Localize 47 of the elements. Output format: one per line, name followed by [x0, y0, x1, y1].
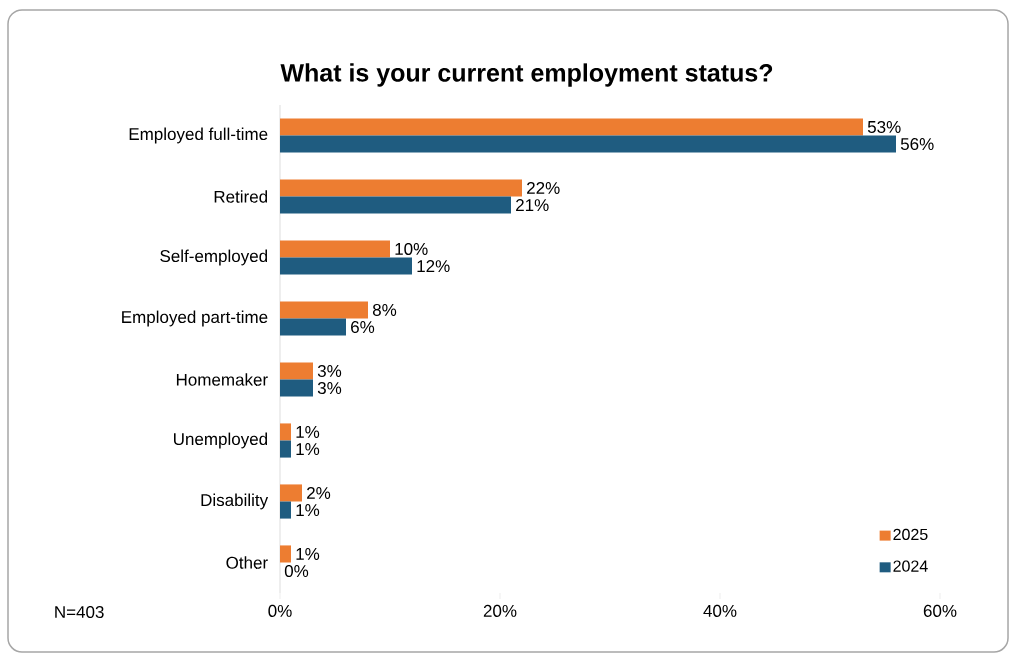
data-label: 53%	[867, 120, 901, 133]
data-label: 6%	[351, 321, 375, 334]
data-label: 2%	[307, 486, 331, 499]
bar	[280, 301, 368, 319]
data-label: 3%	[317, 364, 342, 377]
bar	[280, 484, 302, 502]
bar	[280, 423, 291, 441]
chart-title: What is your current employment status?	[280, 63, 773, 87]
data-label: 21%	[516, 199, 549, 212]
data-label: 1%	[296, 504, 320, 516]
y-tick-label: Homemaker	[176, 373, 268, 386]
text: N=403	[55, 605, 104, 619]
x-tick-label: 60%	[923, 604, 957, 617]
data-label: 1%	[296, 443, 320, 455]
bar	[280, 179, 522, 197]
data-label: 56%	[900, 138, 934, 151]
bar	[280, 240, 390, 258]
bar	[280, 362, 313, 380]
bar	[280, 196, 511, 214]
bar	[280, 501, 291, 519]
legend-label: 2025	[893, 528, 928, 541]
y-tick-label: Other	[226, 556, 268, 569]
bar	[280, 118, 863, 136]
y-tick-label: Self-employed	[160, 249, 268, 266]
data-label: 8%	[372, 303, 397, 316]
data-label: 0%	[284, 565, 309, 578]
x-tick-label: 20%	[483, 604, 517, 617]
data-label: 22%	[527, 181, 560, 194]
y-tick-label: Unemployed	[174, 432, 268, 449]
data-label: 1%	[296, 548, 320, 560]
data-label: 3%	[317, 382, 342, 395]
data-label: 1%	[296, 426, 320, 438]
bar	[280, 379, 313, 397]
bar	[280, 318, 346, 336]
data-label: 10%	[395, 242, 428, 255]
data-label: 12%	[417, 260, 450, 273]
x-tick-label: 40%	[703, 604, 737, 617]
legend-label: 2024	[893, 560, 928, 572]
bar	[280, 257, 412, 275]
x-tick-label: 0%	[268, 604, 292, 617]
y-tick-label: Retired	[214, 190, 268, 203]
y-tick-label: Employed full-time	[129, 127, 268, 144]
y-tick-label: Employed part-time	[122, 310, 268, 327]
y-tick-label: Disability	[201, 493, 269, 510]
bar	[280, 545, 291, 563]
bar	[280, 135, 896, 153]
bar	[280, 440, 291, 458]
